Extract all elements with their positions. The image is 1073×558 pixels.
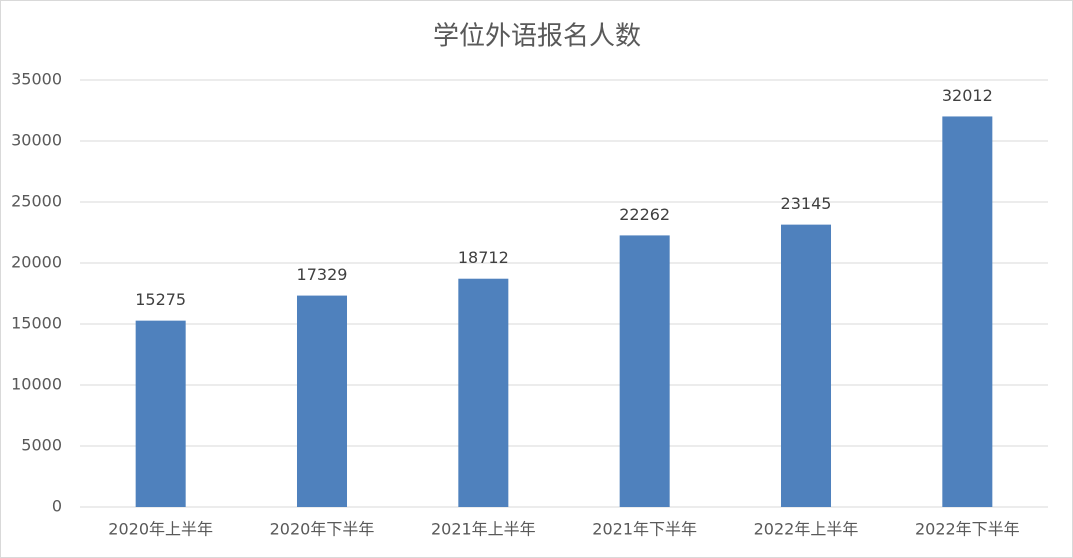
- x-tick-label: 2020年上半年: [108, 520, 213, 539]
- data-label: 18712: [458, 248, 509, 267]
- bar: [780, 224, 832, 508]
- y-tick-label: 5000: [21, 436, 62, 455]
- chart-title: 学位外语报名人数: [433, 22, 641, 52]
- data-label: 22262: [619, 205, 670, 224]
- data-label: 32012: [942, 86, 993, 105]
- y-tick-label: 20000: [11, 253, 62, 272]
- y-tick-label: 30000: [11, 131, 62, 150]
- x-tick-label: 2020年下半年: [270, 520, 375, 539]
- bar: [135, 320, 186, 507]
- x-tick-label: 2022年下半年: [915, 520, 1020, 539]
- data-label: 17329: [297, 265, 348, 284]
- y-tick-label: 25000: [11, 192, 62, 211]
- x-tick-label: 2021年下半年: [592, 520, 697, 539]
- y-tick-label: 10000: [11, 375, 62, 394]
- bar: [458, 278, 509, 507]
- bar: [942, 116, 993, 507]
- bar: [619, 235, 670, 507]
- x-tick-label: 2021年上半年: [431, 520, 536, 539]
- data-label: 23145: [781, 194, 832, 213]
- bar: [296, 295, 348, 507]
- y-tick-label: 15000: [11, 314, 62, 333]
- y-tick-label: 35000: [11, 70, 62, 89]
- y-tick-label: 0: [52, 497, 62, 516]
- data-label: 15275: [135, 290, 186, 309]
- x-tick-label: 2022年上半年: [754, 520, 859, 539]
